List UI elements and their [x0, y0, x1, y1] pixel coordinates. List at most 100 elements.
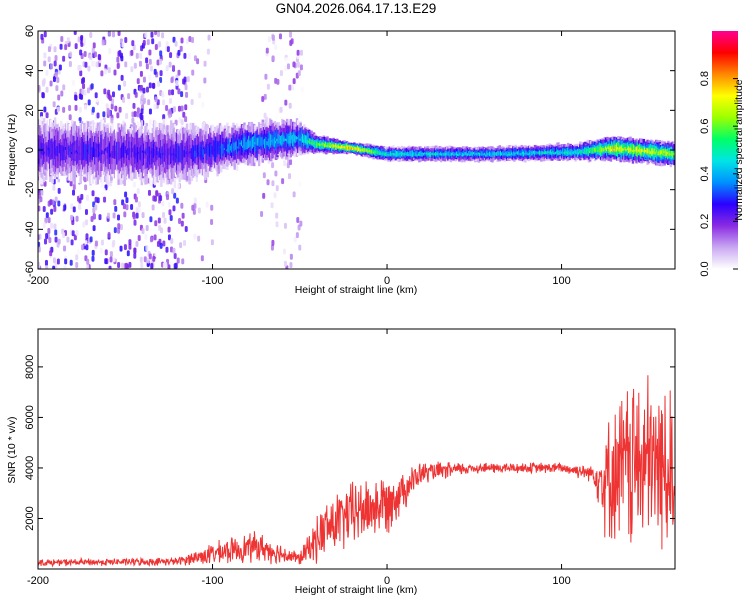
- spectrogram-cell: [515, 151, 519, 154]
- spectrogram-cell: [111, 31, 115, 38]
- spectrogram-cell: [602, 148, 605, 152]
- spectrogram-cell: [77, 151, 80, 154]
- spectrogram-cell: [273, 137, 277, 148]
- spectrogram-cell: [298, 112, 302, 119]
- spectrogram-cell: [460, 151, 464, 155]
- spectrogram-cell: [134, 196, 138, 203]
- spectrogram-cell: [38, 241, 41, 248]
- spectrogram-cell: [174, 141, 178, 162]
- spectrogram-cell: [404, 151, 407, 155]
- spectrogram-cell: [57, 143, 60, 161]
- spectrogram-cell: [93, 51, 97, 58]
- spectrogram-cell: [582, 148, 586, 154]
- spectrogram-cell: [349, 146, 352, 149]
- spectrogram-cell: [512, 151, 515, 155]
- spectrogram-cell: [200, 146, 203, 161]
- spectrogram-cell: [161, 148, 164, 159]
- spectrogram-cell: [339, 146, 343, 149]
- spectrogram-cell: [148, 82, 152, 89]
- spectrogram-cell: [160, 227, 164, 234]
- spectrogram-cell: [148, 49, 152, 56]
- spectrogram-cell: [289, 159, 293, 166]
- spectrogram-cell: [585, 147, 588, 154]
- spectrogram-cell: [82, 83, 86, 90]
- spectrogram-cell: [125, 262, 129, 269]
- spectrogram-cell: [469, 150, 472, 156]
- spectrogram-cell: [466, 153, 470, 156]
- spectrogram-cell: [89, 54, 93, 61]
- spectrogram-cell: [272, 138, 275, 147]
- spectrogram-cell: [388, 154, 392, 157]
- spectrogram-cell: [56, 145, 59, 157]
- spectrogram-cell: [310, 142, 313, 145]
- spectrogram-cell: [573, 151, 576, 155]
- spectrogram-cell: [122, 142, 125, 158]
- spectrogram-cell: [399, 152, 403, 155]
- spectrogram-cell: [184, 226, 188, 233]
- spectrogram-cell: [452, 153, 455, 156]
- spectrogram-cell: [424, 153, 427, 156]
- spectrogram-cell: [172, 64, 176, 71]
- spectrogram-cell: [376, 151, 379, 154]
- spectrogram-cell: [410, 153, 414, 156]
- spectrogram-cell: [79, 49, 83, 56]
- spectrogram-cell: [210, 204, 214, 211]
- spectrogram-cell: [107, 231, 111, 238]
- spectrogram-cell: [538, 150, 542, 155]
- spectrogram-cell: [86, 149, 90, 153]
- spectrogram-cell: [246, 139, 250, 150]
- spectrogram-cell: [663, 150, 666, 153]
- spectrogram-cell: [398, 153, 401, 156]
- spectrogram-cell: [415, 150, 418, 157]
- spectrogram-cell: [79, 152, 82, 155]
- spectrogram-cell: [394, 149, 398, 157]
- spectrogram-cell: [207, 146, 211, 156]
- spectrogram-cell: [618, 147, 621, 152]
- spectrogram-cell: [82, 221, 86, 228]
- spectrogram-cell: [477, 152, 481, 155]
- spectrogram-cell: [205, 201, 209, 208]
- spectrogram-cell: [237, 140, 240, 153]
- spectrogram-cell: [554, 147, 558, 157]
- spectrogram-cell: [121, 41, 125, 48]
- spectrogram-cell: [100, 182, 104, 189]
- spectrogram-cell: [140, 261, 144, 268]
- spectrogram-cell: [543, 152, 547, 155]
- spectrogram-cell: [169, 146, 173, 165]
- spectrogram-cell: [75, 215, 79, 222]
- spectrogram-cell: [406, 153, 410, 156]
- spectrogram-cell: [117, 152, 120, 155]
- spectrogram-cell: [453, 152, 456, 155]
- spectrogram-cell: [50, 147, 53, 154]
- spectrogram-cell: [62, 55, 66, 62]
- spectrogram-cell: [270, 134, 273, 146]
- spectrogram-cell: [87, 99, 91, 106]
- spectrogram-cell: [154, 250, 158, 257]
- spectrogram-cell: [137, 234, 141, 241]
- spectrogram-cell: [133, 247, 137, 254]
- spectrogram-cell: [618, 142, 621, 153]
- spectrogram-cell: [488, 151, 492, 156]
- spectrogram-cell: [286, 162, 290, 169]
- spectrogram-cell: [52, 101, 56, 108]
- spectrogram-cell: [289, 31, 293, 38]
- spectrogram-cell: [116, 112, 120, 119]
- spectrogram-cell: [553, 147, 556, 156]
- spectrogram-cell: [256, 137, 260, 146]
- spectrogram-cell: [60, 145, 63, 162]
- spectrogram-cell: [150, 150, 153, 154]
- spectrogram-cell: [122, 203, 126, 210]
- spectrogram-cell: [458, 150, 461, 157]
- spectrogram-cell: [184, 150, 188, 153]
- spectrogram-cell: [626, 147, 630, 151]
- spectrogram-cell: [169, 52, 173, 59]
- spectrogram-cell: [142, 39, 146, 46]
- spectrogram-cell: [394, 153, 398, 156]
- spectrogram-cell: [564, 149, 567, 156]
- spectrogram-cell: [543, 149, 547, 155]
- spectrogram-cell: [536, 151, 539, 154]
- spectrogram-cell: [135, 212, 139, 219]
- spectrogram-cell: [580, 150, 583, 154]
- spectrogram-cell: [133, 110, 137, 117]
